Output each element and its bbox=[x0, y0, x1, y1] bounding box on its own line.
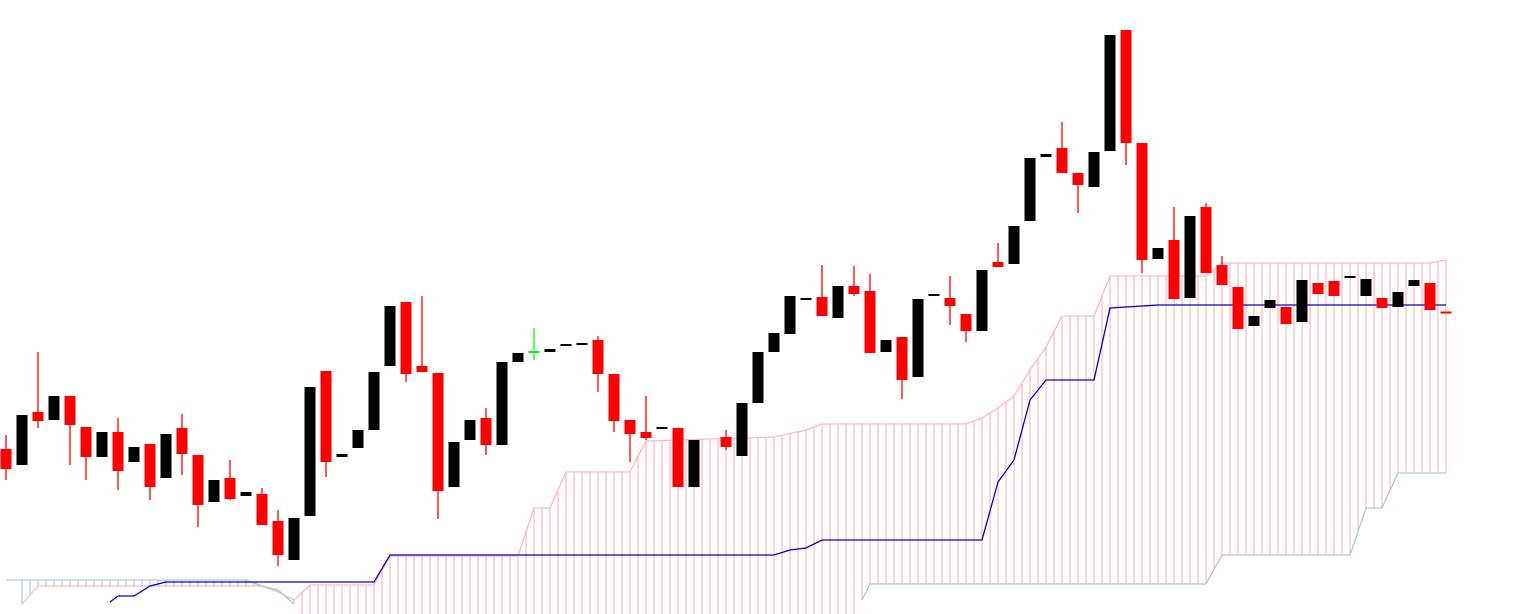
candle-body bbox=[528, 351, 540, 353]
candle-body bbox=[176, 428, 188, 454]
candle-body bbox=[672, 428, 684, 487]
candle-body bbox=[832, 286, 844, 318]
candle-body bbox=[816, 297, 828, 316]
candle-body bbox=[1024, 158, 1036, 221]
candle-body bbox=[64, 396, 76, 425]
candle-body bbox=[624, 420, 636, 434]
candle-body bbox=[288, 518, 300, 560]
candle-body bbox=[976, 270, 988, 331]
candle-body bbox=[1152, 248, 1164, 259]
candle-body bbox=[192, 455, 204, 505]
candle-body bbox=[1136, 143, 1148, 260]
candle-body bbox=[1312, 283, 1324, 294]
candle-body bbox=[256, 494, 268, 525]
candle-body bbox=[720, 437, 732, 447]
candle-body bbox=[912, 299, 924, 377]
candle-body bbox=[1408, 280, 1420, 286]
candle-body bbox=[656, 427, 668, 429]
candle-body bbox=[480, 418, 492, 445]
candle-body bbox=[1072, 173, 1084, 185]
candle-body bbox=[864, 291, 876, 353]
candle-body bbox=[448, 442, 460, 487]
candle-body bbox=[1200, 207, 1212, 273]
candle-body bbox=[400, 302, 412, 374]
candle-body bbox=[1104, 35, 1116, 151]
candle-body bbox=[1168, 240, 1180, 299]
candle-body bbox=[800, 298, 812, 300]
candle-body bbox=[432, 373, 444, 491]
candle-body bbox=[592, 340, 604, 374]
candle-body bbox=[0, 449, 12, 469]
candle-body bbox=[1184, 216, 1196, 298]
candle-body bbox=[880, 340, 892, 352]
indicator-line bbox=[6, 472, 1446, 605]
candle-body bbox=[1264, 300, 1276, 308]
candle-body bbox=[688, 440, 700, 487]
candle-body bbox=[640, 432, 652, 438]
candle-body bbox=[1280, 307, 1292, 324]
candle-body bbox=[736, 403, 748, 456]
candle-body bbox=[320, 371, 332, 462]
candle-body bbox=[240, 492, 252, 496]
candle-body bbox=[384, 306, 396, 366]
candle-body bbox=[752, 352, 764, 403]
candle-body bbox=[16, 415, 28, 465]
candle-body bbox=[768, 333, 780, 352]
candle-body bbox=[544, 349, 556, 352]
candle-body bbox=[1088, 152, 1100, 187]
candle-body bbox=[32, 412, 44, 421]
candle-body bbox=[608, 374, 620, 421]
candle-body bbox=[848, 286, 860, 294]
candle-body bbox=[1232, 287, 1244, 329]
candle-body bbox=[416, 366, 428, 372]
candle-body bbox=[1376, 298, 1388, 308]
candle-body bbox=[368, 372, 380, 430]
candle-body bbox=[496, 362, 508, 445]
candle-body bbox=[160, 434, 172, 478]
candle-body bbox=[560, 344, 572, 346]
candle-body bbox=[48, 396, 60, 420]
candle-body bbox=[1440, 311, 1452, 314]
candle-body bbox=[512, 353, 524, 362]
indicator-line bbox=[109, 304, 1446, 603]
candle-body bbox=[1216, 265, 1228, 285]
candle-body bbox=[992, 262, 1004, 267]
candle-body bbox=[896, 337, 908, 380]
candle-body bbox=[1120, 30, 1132, 143]
candle-body bbox=[352, 430, 364, 448]
candle-body bbox=[1344, 276, 1356, 278]
candle-body bbox=[1248, 316, 1260, 326]
candle-body bbox=[1424, 283, 1436, 310]
candle-body bbox=[224, 478, 236, 499]
candle-body bbox=[272, 521, 284, 555]
candle-body bbox=[928, 294, 940, 296]
candle-body bbox=[1040, 154, 1052, 157]
candle-body bbox=[208, 480, 220, 502]
candle-body bbox=[784, 296, 796, 334]
candle-body bbox=[80, 427, 92, 457]
indicator-line bbox=[21, 259, 1447, 605]
candle-body bbox=[1328, 281, 1340, 296]
candle-body bbox=[464, 420, 476, 440]
candle-body bbox=[304, 387, 316, 516]
candle-body bbox=[1008, 226, 1020, 264]
candle-body bbox=[960, 314, 972, 331]
candle-body bbox=[1360, 279, 1372, 296]
candle-body bbox=[576, 343, 588, 345]
candle-body bbox=[96, 432, 108, 457]
candle-body bbox=[336, 454, 348, 457]
candle-body bbox=[1392, 292, 1404, 307]
candle-body bbox=[1056, 148, 1068, 173]
candle-body bbox=[944, 298, 956, 306]
candle-body bbox=[144, 444, 156, 487]
candle-body bbox=[128, 447, 140, 462]
candle-body bbox=[1296, 280, 1308, 322]
candle-body bbox=[112, 432, 124, 471]
